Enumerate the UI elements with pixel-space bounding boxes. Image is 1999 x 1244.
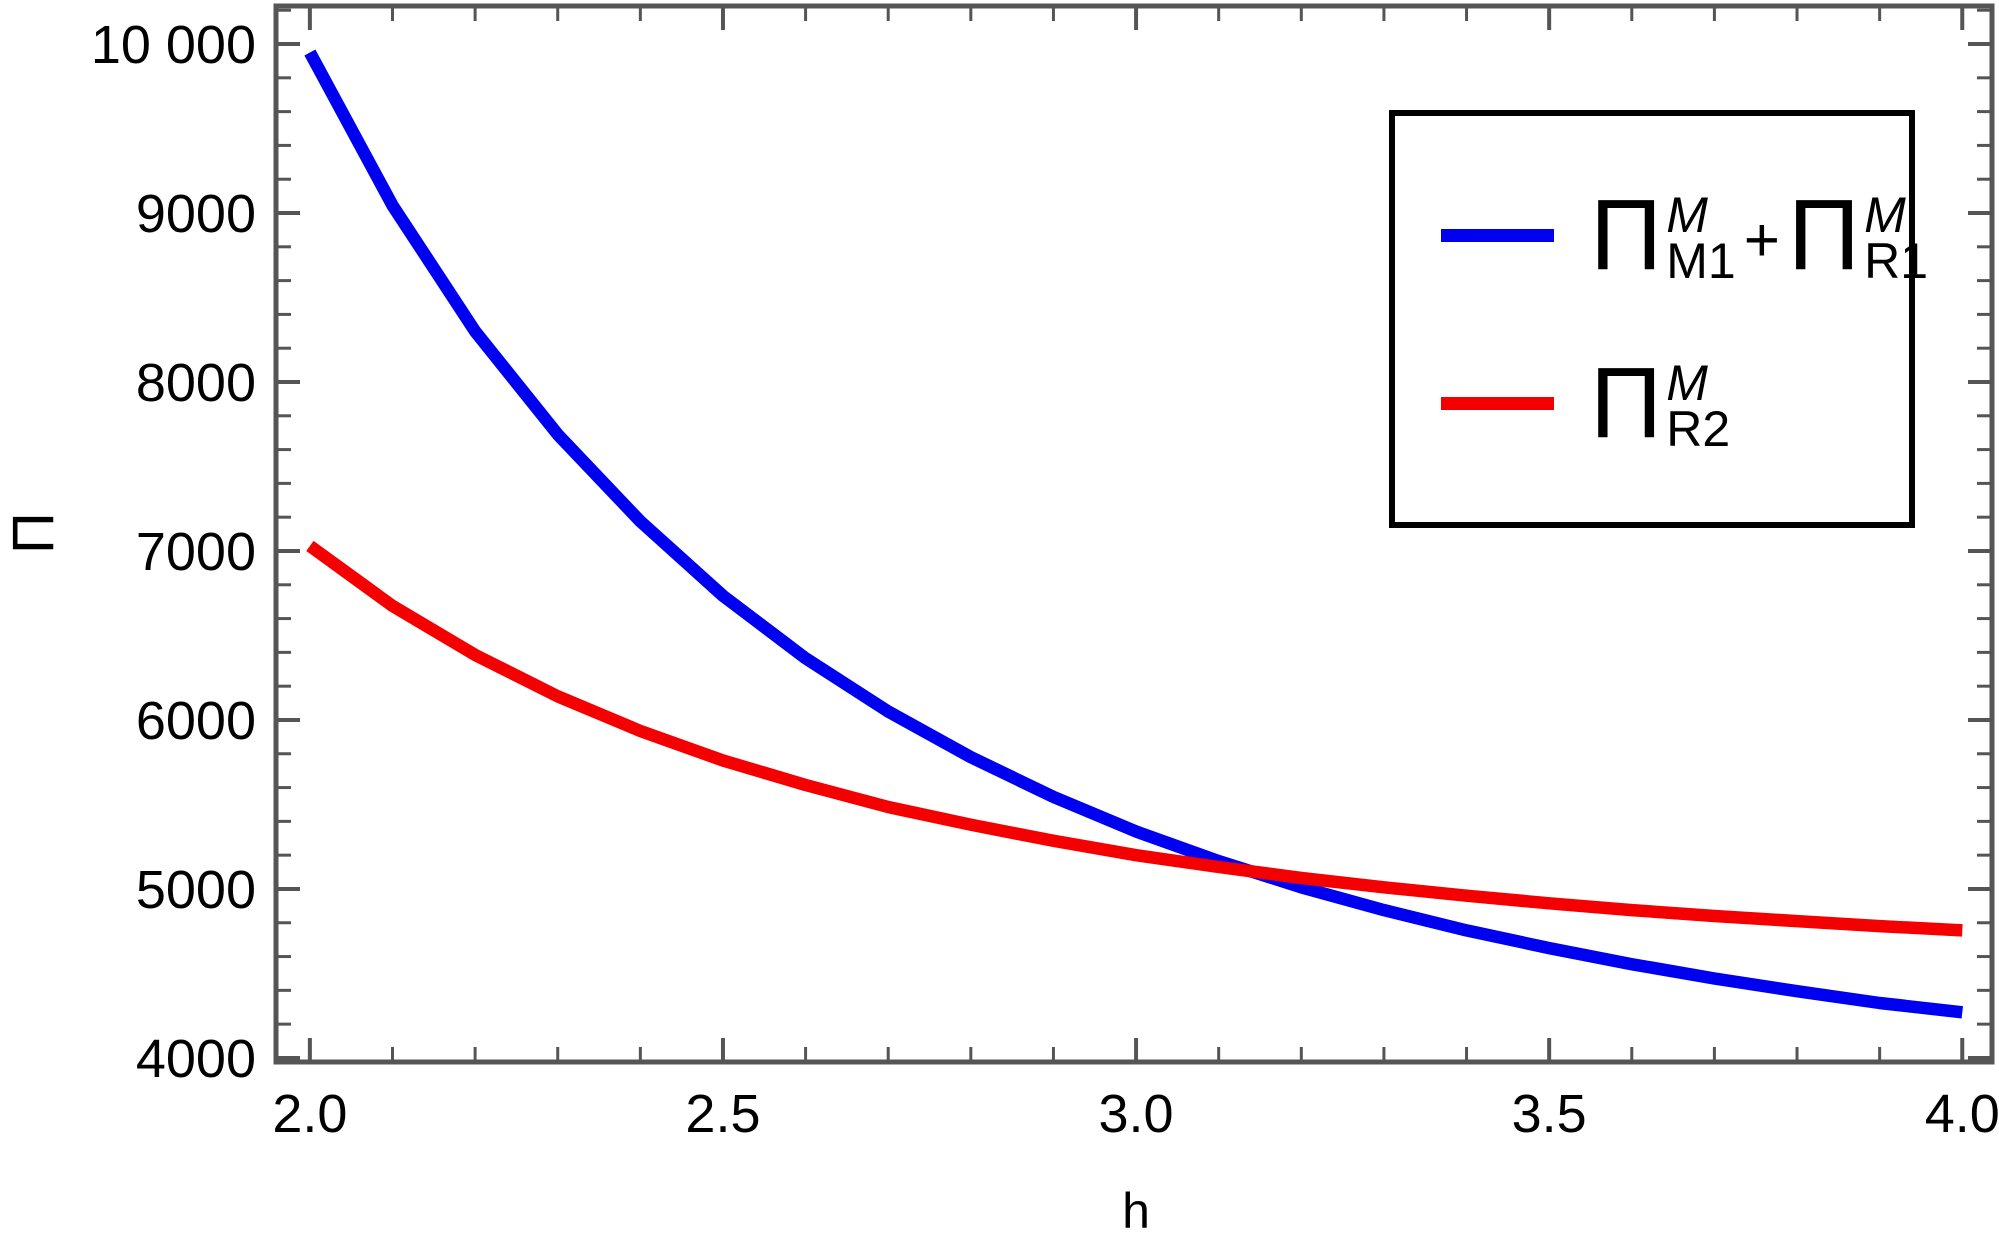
legend-entry-0: Π M M1 + Π M R1	[1441, 151, 1928, 319]
legend-label: Π M R2	[1590, 347, 1731, 459]
legend-label: Π M M1 + Π M R1	[1590, 179, 1929, 291]
profit-symbol-term: Π M R2	[1590, 347, 1731, 459]
y-tick-label: 10 000	[91, 15, 256, 75]
pi-symbol: Π	[1787, 179, 1861, 291]
pi-symbol: Π	[1590, 179, 1663, 291]
subscript: R1	[1864, 233, 1929, 289]
x-axis-label: h	[1122, 1183, 1150, 1239]
x-tick-label: 2.0	[272, 1084, 347, 1144]
y-tick-label: 8000	[136, 353, 256, 413]
legend-line-blue	[1441, 228, 1554, 242]
x-tick-label: 3.0	[1099, 1084, 1174, 1144]
superscript: M	[1666, 187, 1708, 243]
y-tick-label: 9000	[136, 184, 256, 244]
x-tick-label: 3.5	[1512, 1084, 1587, 1144]
y-tick-label: 4000	[136, 1029, 256, 1089]
legend: Π M M1 + Π M R1 Π M R2	[1389, 110, 1928, 528]
y-tick-label: 7000	[136, 522, 256, 582]
red-curve	[306, 540, 1963, 937]
x-tick-label: 4.0	[1925, 1084, 1999, 1144]
superscript-subscript-stack: M R1	[1864, 187, 1929, 289]
profit-symbol-term: Π M R1	[1787, 179, 1929, 291]
y-tick-label: 6000	[136, 691, 256, 751]
superscript: M	[1666, 355, 1708, 411]
x-tick-label: 2.5	[685, 1084, 760, 1144]
blue-curve	[304, 49, 1963, 1019]
subscript: R2	[1666, 401, 1731, 457]
profit-symbol-term: Π M M1	[1590, 179, 1736, 291]
plot-frame	[273, 3, 1995, 1065]
subscript: M1	[1666, 233, 1736, 289]
y-tick-label: 5000	[136, 860, 256, 920]
y-axis-label: Π	[1, 512, 66, 554]
legend-line-red	[1441, 396, 1554, 410]
legend-entry-1: Π M R2	[1441, 319, 1909, 487]
pi-symbol: Π	[1590, 347, 1663, 459]
superscript-subscript-stack: M M1	[1666, 187, 1736, 289]
superscript-subscript-stack: M R2	[1666, 355, 1731, 457]
plus-operator: +	[1743, 206, 1780, 276]
superscript: M	[1864, 187, 1906, 243]
